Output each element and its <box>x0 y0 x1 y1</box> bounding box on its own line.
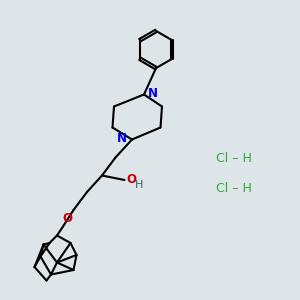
Text: N: N <box>148 87 158 100</box>
Text: O: O <box>62 212 72 225</box>
Text: H: H <box>134 180 143 190</box>
Text: Cl – H: Cl – H <box>216 152 252 166</box>
Text: N: N <box>117 132 127 145</box>
Text: Cl – H: Cl – H <box>216 182 252 196</box>
Text: O: O <box>126 173 136 186</box>
